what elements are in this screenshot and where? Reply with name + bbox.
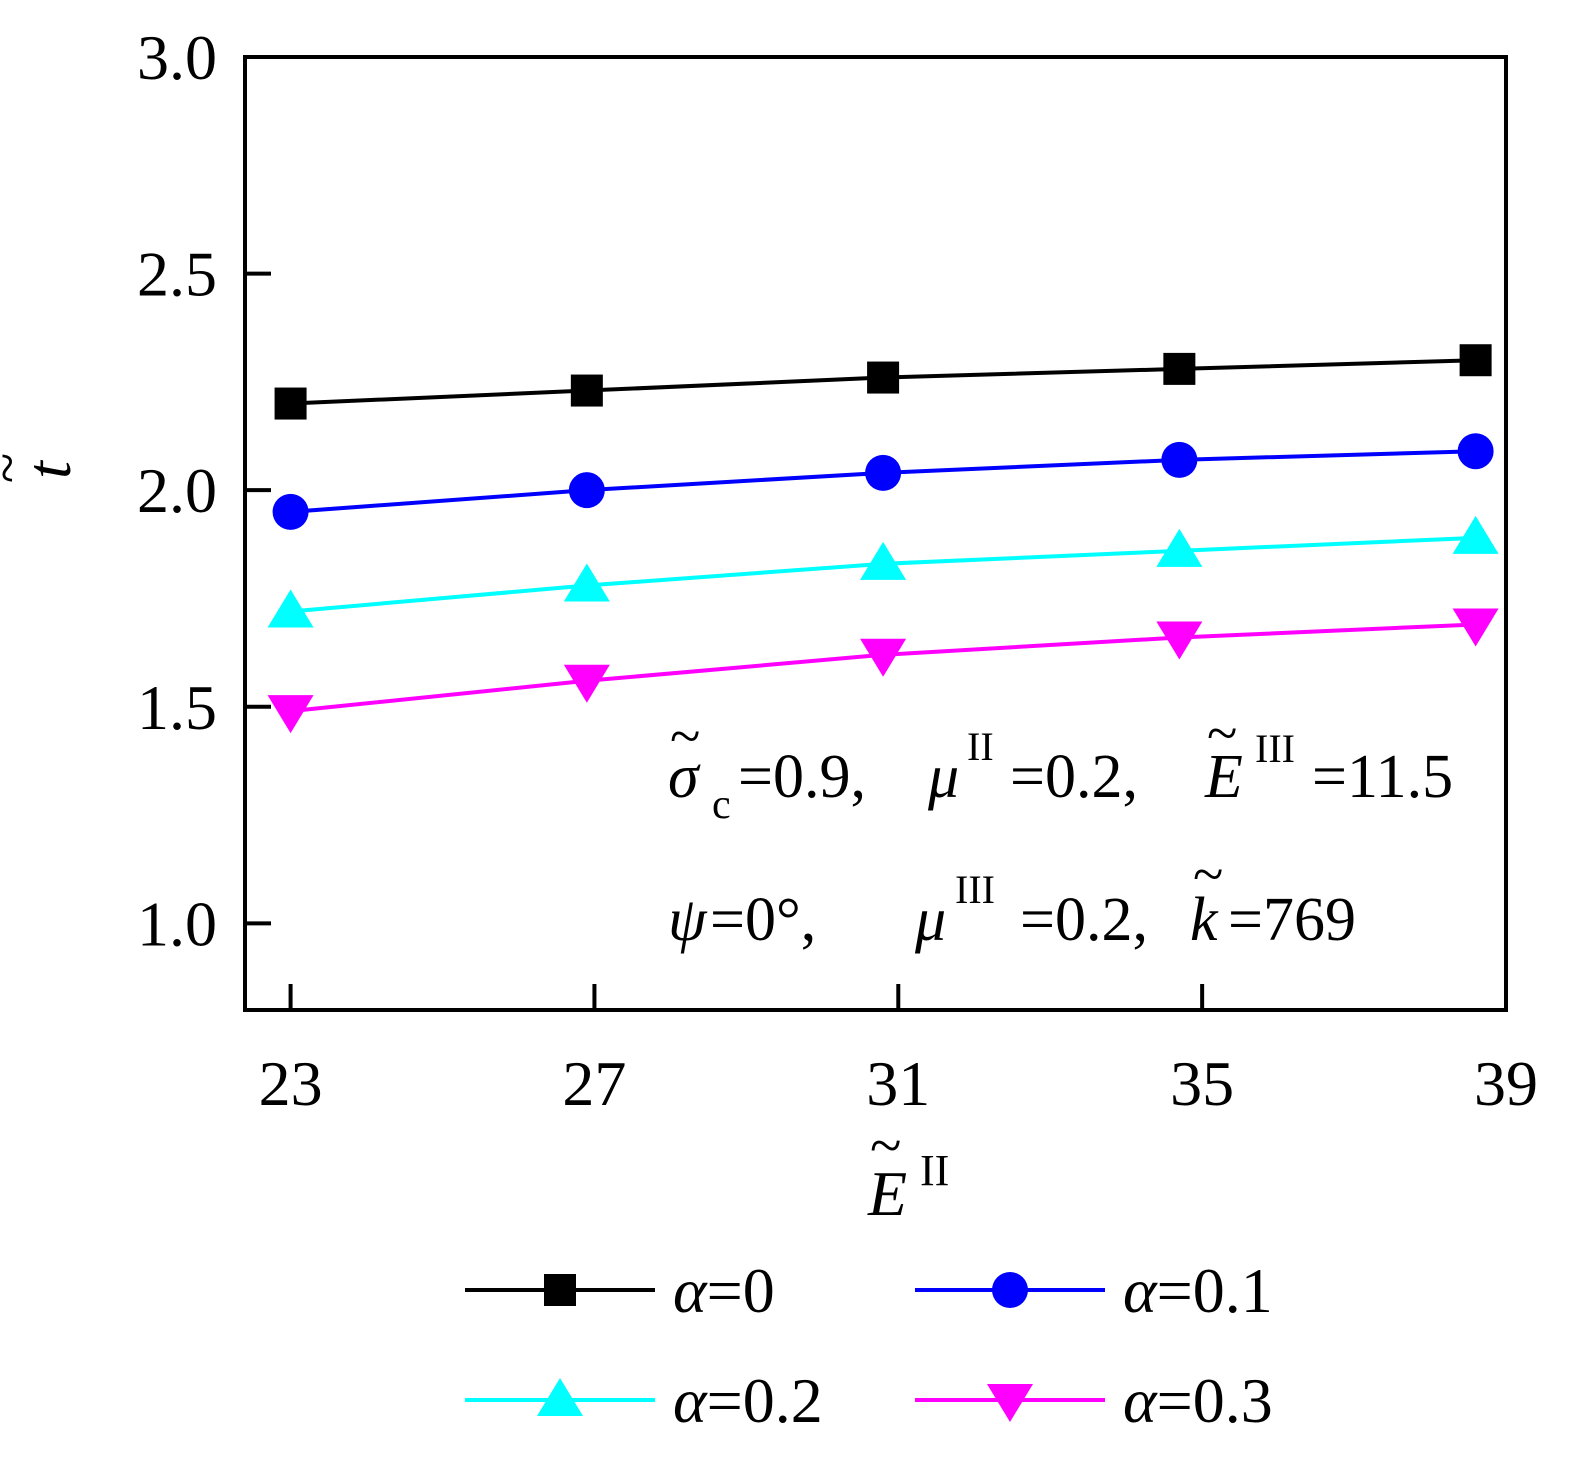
legend-item-0: α=0 bbox=[465, 1255, 775, 1326]
x-axis-label: E ~ II bbox=[867, 1113, 949, 1229]
annot2-eq1: =0°, bbox=[710, 886, 863, 954]
annot1-mu: μ bbox=[927, 743, 959, 811]
legend-item-2: α=0.2 bbox=[465, 1365, 823, 1436]
annot1-sigma-tilde: ~ bbox=[670, 706, 700, 768]
annotation-line-2: ψ =0°, μ III =0.2, k ~ =769 bbox=[668, 844, 1356, 954]
legend-item-1: α=0.1 bbox=[915, 1255, 1273, 1326]
data-point bbox=[563, 664, 610, 703]
data-point bbox=[867, 361, 900, 394]
y-axis-label: t ~ bbox=[0, 453, 84, 483]
y-tick-label: 1.5 bbox=[137, 672, 217, 743]
annot1-eq2: =0.2, bbox=[1010, 743, 1138, 811]
legend-marker bbox=[544, 1274, 576, 1306]
data-point bbox=[267, 695, 314, 734]
plot-frame bbox=[243, 55, 1508, 1012]
series-2 bbox=[267, 515, 1499, 628]
data-point bbox=[1163, 352, 1196, 385]
annot1-eq3: =11.5 bbox=[1312, 743, 1453, 811]
data-point bbox=[1452, 515, 1499, 554]
annot2-psi: ψ bbox=[668, 886, 708, 954]
data-point bbox=[570, 374, 603, 407]
data-point bbox=[274, 387, 307, 420]
annot1-E-sup: III bbox=[1255, 726, 1295, 771]
series-layer bbox=[267, 344, 1499, 734]
data-point bbox=[1457, 433, 1494, 470]
axis-ticks bbox=[245, 55, 1508, 1010]
legend-marker bbox=[992, 1272, 1028, 1308]
x-tick-label: 35 bbox=[1170, 1048, 1234, 1119]
data-point bbox=[860, 638, 907, 677]
x-tick-label: 23 bbox=[259, 1048, 323, 1119]
annot2-eq2: =0.2, bbox=[1020, 886, 1148, 954]
annot1-E: E bbox=[1204, 743, 1243, 811]
x-axis-label-tilde: ~ bbox=[870, 1113, 901, 1178]
x-tick-label: 27 bbox=[562, 1048, 626, 1119]
x-tick-label: 39 bbox=[1474, 1048, 1538, 1119]
annot1-sigma-sub: c bbox=[712, 782, 731, 828]
annot2-eq3: =769 bbox=[1228, 886, 1356, 954]
legend-label: α=0.2 bbox=[673, 1365, 823, 1436]
data-point bbox=[865, 454, 902, 491]
annot1-eq1: =0.9, bbox=[738, 743, 866, 811]
data-point bbox=[272, 493, 309, 530]
x-tick-label: 31 bbox=[866, 1048, 930, 1119]
data-point bbox=[568, 472, 605, 509]
legend-label: α=0.3 bbox=[1123, 1365, 1273, 1436]
annot2-k: k bbox=[1190, 886, 1219, 954]
annot1-sigma: σ bbox=[668, 743, 701, 811]
y-axis-label-text: t bbox=[13, 459, 84, 479]
legend-marker bbox=[987, 1384, 1033, 1422]
y-tick-label: 2.0 bbox=[137, 455, 217, 526]
series-0 bbox=[274, 344, 1492, 420]
data-point bbox=[267, 589, 314, 628]
data-point bbox=[1161, 441, 1198, 478]
annot1-mu-sup: II bbox=[967, 724, 994, 769]
axis-tick-labels: 1.0 1.5 2.0 2.5 3.0 23 27 31 35 39 bbox=[137, 22, 1538, 1119]
legend-marker bbox=[537, 1378, 583, 1416]
data-point bbox=[1452, 608, 1499, 647]
x-axis-label-base: E bbox=[867, 1158, 907, 1229]
data-point bbox=[1156, 528, 1203, 567]
annot1-E-tilde: ~ bbox=[1207, 703, 1237, 765]
legend-label: α=0 bbox=[673, 1255, 775, 1326]
y-tick-label: 1.0 bbox=[137, 888, 217, 959]
annot2-mu: μ bbox=[914, 886, 946, 954]
legend: α=0 α=0.1 α=0.2 α=0.3 bbox=[465, 1255, 1273, 1436]
y-tick-label: 3.0 bbox=[137, 22, 217, 93]
data-point bbox=[1156, 621, 1203, 660]
y-tick-label: 2.5 bbox=[137, 239, 217, 310]
data-point bbox=[563, 563, 610, 602]
series-3 bbox=[267, 608, 1499, 734]
annot2-mu-sup: III bbox=[955, 867, 995, 912]
data-point bbox=[860, 541, 907, 580]
legend-item-3: α=0.3 bbox=[915, 1365, 1273, 1436]
annot2-k-tilde: ~ bbox=[1193, 844, 1223, 906]
x-axis-label-sup: II bbox=[920, 1146, 949, 1195]
data-point bbox=[1459, 344, 1492, 377]
series-1 bbox=[272, 433, 1494, 530]
legend-label: α=0.1 bbox=[1123, 1255, 1273, 1326]
annotation-line-1: σ ~ c =0.9, μ II =0.2, E ~ III =11.5 bbox=[668, 703, 1453, 828]
y-axis-label-tilde: ~ bbox=[0, 453, 39, 483]
